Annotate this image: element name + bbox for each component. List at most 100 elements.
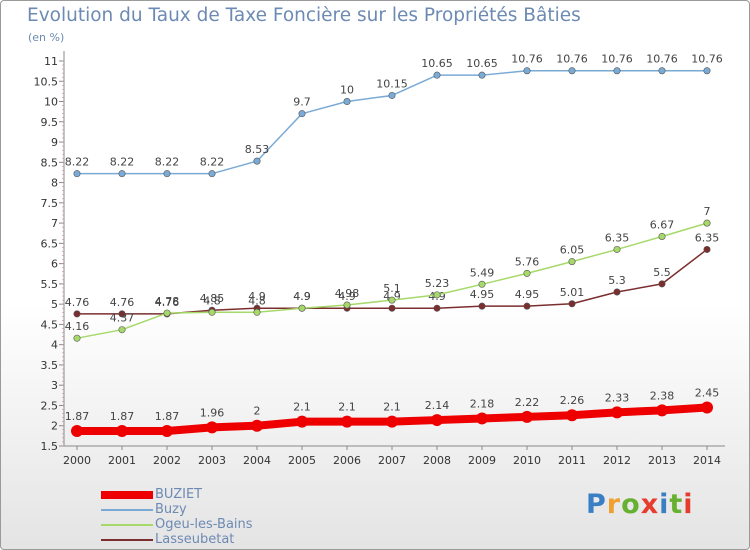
legend-label: Ogeu-les-Bains [155,517,253,532]
data-point [253,308,261,316]
data-label: 4.78 [155,295,180,308]
x-tick-label: 2010 [513,454,541,467]
y-tick-label: 4.5 [41,318,59,331]
data-label: 9.7 [293,96,311,109]
logo-letter: i [683,489,694,520]
data-label: 2.22 [515,396,540,409]
data-point [388,296,396,304]
x-tick-label: 2006 [333,454,361,467]
data-label: 2 [254,405,261,418]
data-label: 4.9 [248,290,266,303]
data-point [118,310,126,318]
data-point [386,415,398,428]
series-buzy: 8.22 8.22 8.22 8.22 8.53 9.7 10 10.15 10.65 10.65… [65,53,723,178]
y-tick-label: 1.5 [41,440,59,453]
x-tick-label: 2007 [378,454,406,467]
data-point [253,157,261,165]
data-point [208,308,216,316]
data-label: 6.67 [650,218,675,231]
x-tick-label: 2012 [603,454,631,467]
data-point [388,304,396,312]
data-point [118,170,126,178]
data-point [298,304,306,312]
data-point [296,415,308,428]
data-point [161,425,173,438]
data-point [523,67,531,75]
y-tick-label: 3 [51,379,58,392]
data-label: 4.76 [65,296,90,309]
data-point [478,302,486,310]
data-point [613,288,621,296]
data-point [611,406,623,419]
y-tick-label: 8 [51,177,58,190]
y-tick-label: 5 [51,298,58,311]
data-point [701,401,713,414]
logo-letter: r [606,489,622,520]
data-point [613,67,621,75]
data-label: 10.76 [511,53,543,66]
data-point [613,245,621,253]
data-label: 4.37 [110,312,135,325]
x-tick-label: 2003 [198,454,226,467]
data-label: 2.1 [383,401,401,414]
data-point [566,409,578,422]
data-point [703,67,711,75]
data-label: 1.87 [110,410,135,423]
data-label: 2.33 [605,391,630,404]
x-tick-label: 2014 [693,454,721,467]
data-point [658,67,666,75]
data-point [523,302,531,310]
data-label: 2.14 [425,399,450,412]
data-label: 5.3 [608,274,626,287]
data-point [118,326,126,334]
x-tick-label: 2002 [153,454,181,467]
data-label: 10.65 [466,57,498,70]
x-tick-label: 2009 [468,454,496,467]
data-point [703,219,711,227]
data-label: 10.76 [601,53,633,66]
legend-swatch [101,524,153,526]
data-point [73,334,81,342]
data-label: 2.1 [293,401,311,414]
data-label: 4.95 [515,288,540,301]
y-tick-label: 10 [44,96,58,109]
data-point [73,170,81,178]
y-axis-unit-label: (en %) [28,31,65,44]
y-tick-label: 8.5 [41,156,59,169]
x-tick-label: 2008 [423,454,451,467]
data-point [568,300,576,308]
data-label: 8.22 [110,156,135,169]
data-point [658,280,666,288]
x-tick-label: 2011 [558,454,586,467]
data-label: 2.38 [650,389,675,402]
legend-label: Buzy [155,502,187,517]
legend-label: Lasseubetat [155,532,235,547]
y-tick-label: 7 [51,217,58,230]
y-tick-label: 3.5 [41,359,59,372]
logo-letter: i [659,489,670,520]
data-label: 4.9 [338,290,356,303]
y-tick-label: 4 [51,339,58,352]
x-tick-label: 2005 [288,454,316,467]
data-point [568,258,576,266]
data-point [476,412,488,425]
series-ogeu-les-bains: 4.164.374.78 4.8 4.8 4.9 4.98 5.1 5.235.495.76… [65,205,711,342]
y-tick-label: 9.5 [41,116,59,129]
data-label: 2.18 [470,397,495,410]
data-point [208,170,216,178]
data-label: 2.45 [695,387,720,400]
series-buziet: 1.87 1.87 1.87 1.96 2 2.1 2.1 2.1 2.14 2.18 2.22 2.… [65,387,720,438]
data-label: 4.8 [248,294,266,307]
data-label: 8.53 [245,143,270,156]
data-point [568,67,576,75]
data-label: 5.76 [515,255,540,268]
x-tick-label: 2000 [63,454,91,467]
data-point [73,310,81,318]
x-tick-label: 2004 [243,454,271,467]
data-point [523,269,531,277]
data-label: 1.96 [200,406,225,419]
legend-swatch [101,491,153,499]
data-label: 4.85 [200,292,225,305]
data-label: 7 [704,205,711,218]
